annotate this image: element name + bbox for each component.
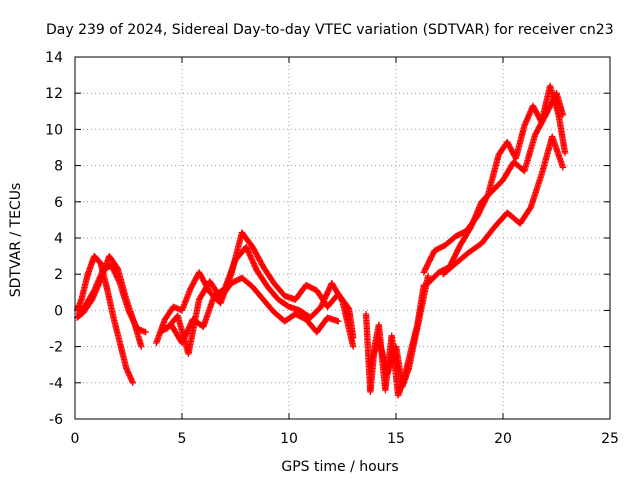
x-tick-label: 20 — [494, 431, 512, 447]
data-point — [127, 311, 134, 318]
grid-lines — [75, 57, 610, 419]
series-track-k — [439, 133, 567, 278]
data-point — [110, 266, 117, 273]
data-point — [559, 111, 567, 119]
data-point — [142, 328, 149, 336]
data-point — [110, 267, 118, 274]
data-point — [129, 379, 136, 386]
y-axis-ticks: -6 -4 -2 0 2 4 6 8 10 12 14 — [45, 50, 610, 428]
series-track-f — [163, 274, 342, 358]
data-point — [561, 149, 569, 157]
data-point — [115, 277, 122, 284]
data-point — [132, 322, 139, 329]
x-tick-label: 5 — [178, 431, 187, 447]
data-point — [138, 343, 145, 350]
data-point — [112, 271, 120, 279]
series-track-e — [157, 243, 357, 350]
x-tick-label: 15 — [387, 431, 405, 447]
x-tick-label: 25 — [601, 431, 619, 447]
data-point — [125, 308, 133, 315]
data-point — [335, 318, 342, 325]
plot-frame — [74, 56, 611, 420]
data-point — [131, 321, 139, 328]
y-tick-label: 10 — [45, 122, 63, 138]
data-point — [338, 296, 345, 304]
data-point — [113, 273, 120, 280]
data-point — [131, 319, 138, 327]
data-point — [114, 275, 122, 283]
y-tick-label: 4 — [54, 231, 63, 247]
data-point — [112, 270, 119, 277]
data-point — [126, 309, 134, 317]
series-track-j — [424, 90, 567, 287]
data-point — [125, 307, 132, 314]
data-point — [130, 318, 137, 325]
y-tick-label: -4 — [49, 376, 63, 392]
y-tick-label: 14 — [45, 50, 63, 66]
y-tick-label: -2 — [49, 340, 63, 356]
y-tick-label: -6 — [49, 412, 63, 428]
data-point — [129, 316, 137, 324]
series-track-c — [76, 261, 149, 336]
y-axis-label: SDTVAR / TECUs — [8, 183, 24, 298]
data-points — [73, 82, 569, 399]
data-point — [129, 315, 136, 322]
data-point — [127, 312, 135, 320]
data-point — [114, 274, 121, 281]
data-point — [559, 164, 567, 171]
data-point — [108, 263, 116, 270]
data-point — [111, 268, 118, 276]
data-point — [108, 261, 115, 269]
y-tick-label: 2 — [54, 267, 63, 283]
x-axis-label: GPS time / hours — [281, 459, 398, 475]
data-point — [128, 314, 135, 321]
data-point — [116, 278, 123, 286]
x-tick-label: 10 — [280, 431, 298, 447]
y-tick-label: 0 — [54, 303, 63, 319]
x-tick-label: 0 — [71, 431, 80, 447]
y-tick-label: 8 — [54, 159, 63, 175]
y-tick-label: 12 — [45, 86, 63, 102]
data-point — [350, 343, 357, 350]
y-tick-label: 6 — [54, 195, 63, 211]
data-point — [424, 272, 432, 280]
chart-title: Day 239 of 2024, Sidereal Day-to-day VTE… — [46, 22, 614, 38]
data-point — [109, 264, 116, 272]
